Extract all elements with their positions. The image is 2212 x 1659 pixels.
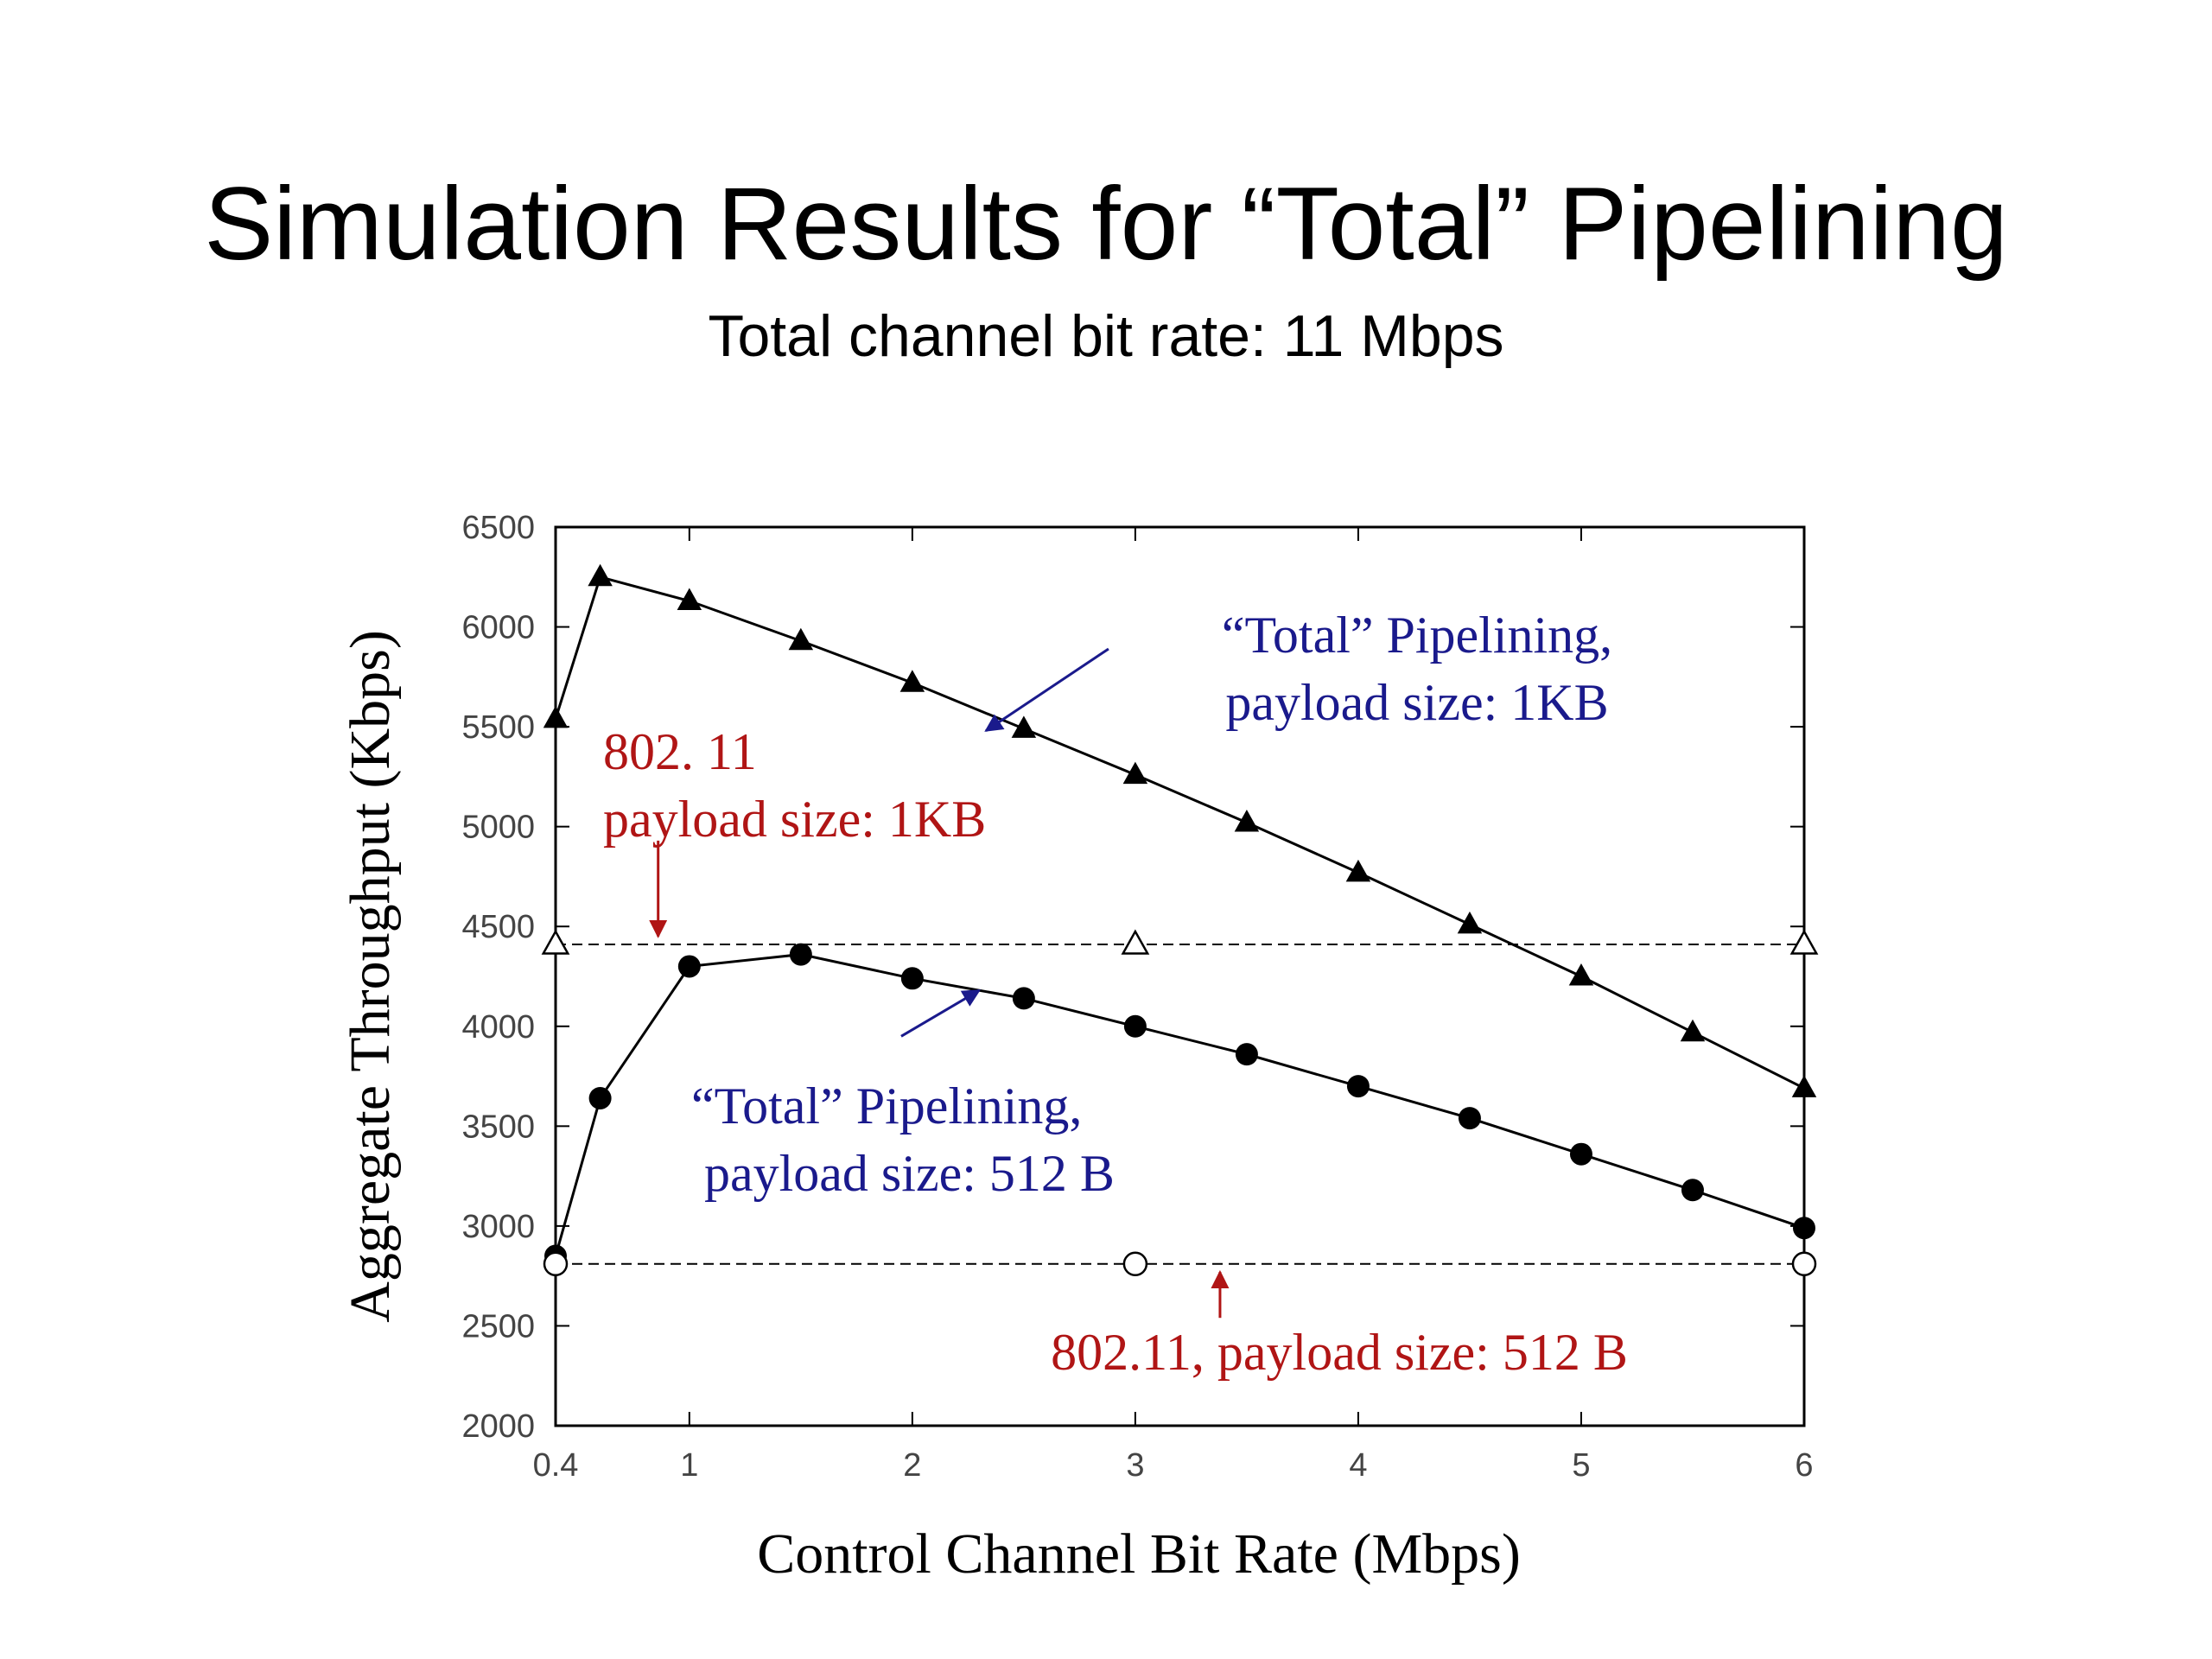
annotation-text: “Total” Pipelining, payload size: 512 B bbox=[691, 1077, 1115, 1202]
y-tick-label: 5000 bbox=[461, 810, 535, 846]
x-tick-label: 1 bbox=[680, 1447, 698, 1484]
data-point bbox=[1569, 1142, 1592, 1166]
data-point bbox=[541, 929, 570, 955]
y-tick-label: 2000 bbox=[461, 1408, 535, 1445]
y-tick-label: 6000 bbox=[461, 610, 535, 646]
data-point bbox=[543, 705, 569, 728]
series-pipe1kb bbox=[543, 563, 1817, 1097]
data-point bbox=[1791, 1075, 1817, 1097]
annotation-text: “Total” Pipelining, payload size: 1KB bbox=[1222, 607, 1612, 731]
y-tick-label: 5500 bbox=[461, 709, 535, 746]
data-point bbox=[789, 943, 812, 966]
data-point bbox=[1234, 810, 1260, 832]
x-tick-labels: 0.4 1 2 3 4 5 6 bbox=[533, 1447, 1814, 1484]
data-point bbox=[1123, 1014, 1147, 1038]
data-point bbox=[1235, 1043, 1258, 1066]
annotation-text: 802. 11 payload size: 1KB bbox=[603, 723, 986, 848]
data-point bbox=[1791, 1251, 1817, 1277]
y-tick-label: 3000 bbox=[461, 1209, 535, 1245]
slide-title: Simulation Results for “Total” Pipelinin… bbox=[204, 166, 2008, 282]
data-point bbox=[1457, 911, 1483, 934]
y-axis-label: Aggregate Throughput (Kbps) bbox=[339, 630, 402, 1323]
annotation-arrow bbox=[984, 647, 1109, 732]
data-point bbox=[788, 627, 814, 651]
data-point bbox=[1346, 1075, 1370, 1098]
x-tick-label: 6 bbox=[1795, 1447, 1813, 1484]
data-point bbox=[1011, 715, 1037, 738]
data-point bbox=[1122, 761, 1148, 785]
x-tick-label: 3 bbox=[1126, 1447, 1144, 1484]
data-point bbox=[1680, 1019, 1706, 1042]
data-point bbox=[1458, 1107, 1481, 1130]
series-wifi512 bbox=[543, 1251, 1817, 1277]
data-point bbox=[677, 955, 701, 978]
data-point bbox=[588, 563, 613, 587]
y-tick-label: 6500 bbox=[461, 510, 535, 546]
x-tick-label: 5 bbox=[1572, 1447, 1590, 1484]
data-point bbox=[1012, 987, 1035, 1010]
data-point bbox=[677, 588, 702, 611]
x-axis-label: Control Channel Bit Rate (Mbps) bbox=[757, 1522, 1521, 1586]
series-wifi1kb bbox=[541, 929, 1819, 955]
data-point bbox=[1789, 929, 1819, 955]
axis-ticks bbox=[555, 526, 1805, 1427]
y-tick-label: 4500 bbox=[461, 909, 535, 945]
data-point bbox=[1793, 1217, 1815, 1240]
annotation-ann_wifi512: 802.11, payload size: 512 B bbox=[1051, 1269, 1628, 1381]
data-point bbox=[588, 1086, 612, 1109]
data-point bbox=[1681, 1179, 1704, 1202]
data-point bbox=[899, 670, 925, 692]
data-point bbox=[900, 967, 924, 990]
annotation-layer: “Total” Pipelining, payload size: 1KB 802.… bbox=[603, 607, 1628, 1381]
series-layer bbox=[541, 563, 1819, 1277]
x-tick-label: 4 bbox=[1349, 1447, 1367, 1484]
data-point bbox=[1345, 859, 1371, 882]
y-tick-label: 2500 bbox=[461, 1308, 535, 1344]
y-tick-label: 4000 bbox=[461, 1009, 535, 1046]
plot-frame bbox=[554, 525, 1806, 1427]
data-point bbox=[543, 1251, 569, 1277]
annotation-text: 802.11, payload size: 512 B bbox=[1051, 1324, 1628, 1381]
data-point bbox=[1122, 1251, 1148, 1277]
slide-subtitle: Total channel bit rate: 11 Mbps bbox=[708, 303, 1504, 369]
annotation-arrow bbox=[900, 988, 982, 1038]
y-tick-labels: 2000 2500 3000 3500 4000 4500 5000 5500 6000 6500 bbox=[461, 510, 535, 1445]
data-point bbox=[1121, 929, 1150, 955]
x-tick-label: 0.4 bbox=[533, 1447, 579, 1484]
y-tick-label: 3500 bbox=[461, 1109, 535, 1145]
annotation-ann_pipe1kb: “Total” Pipelining, payload size: 1KB bbox=[984, 607, 1612, 732]
annotation-ann_wifi1kb: 802. 11 payload size: 1KB bbox=[603, 723, 986, 938]
annotation-ann_pipe512: “Total” Pipelining, payload size: 512 B bbox=[691, 988, 1115, 1202]
x-tick-label: 2 bbox=[903, 1447, 921, 1484]
data-point bbox=[1568, 963, 1594, 986]
